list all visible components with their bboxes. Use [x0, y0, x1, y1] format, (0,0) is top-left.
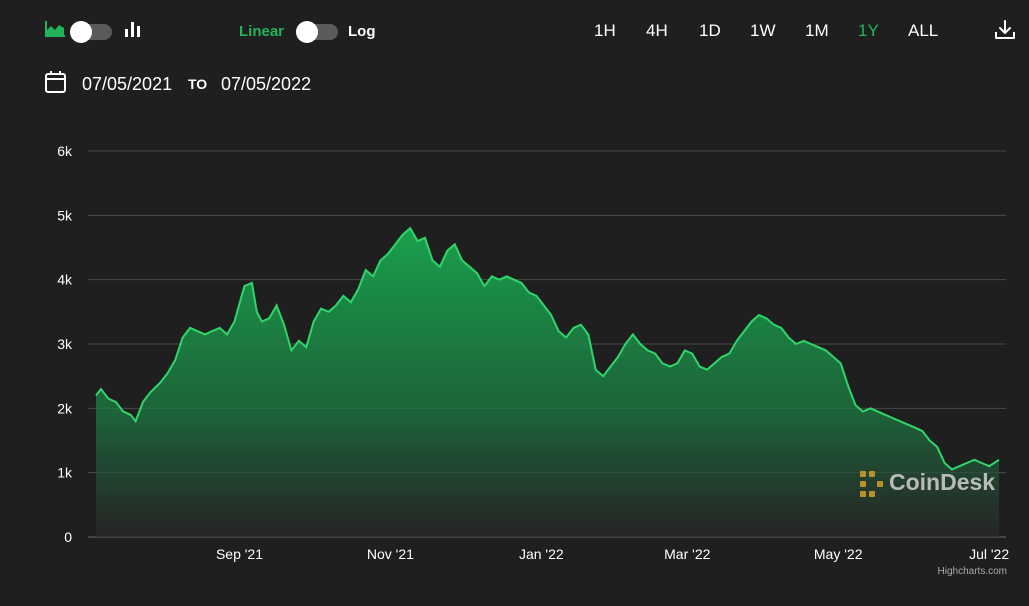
chart-style-toggle[interactable]	[70, 21, 112, 43]
calendar-icon[interactable]	[44, 70, 68, 94]
date-to-input[interactable]: 07/05/2022	[221, 74, 312, 94]
y-axis: 0 1k 2k 3k 4k 5k 6k	[57, 143, 73, 545]
range-button-1d[interactable]: 1D	[699, 21, 721, 40]
range-button-all[interactable]: ALL	[908, 21, 939, 40]
x-tick-label: Jul '22	[969, 546, 1009, 562]
y-tick-label: 1k	[57, 465, 73, 481]
x-tick-label: May '22	[814, 546, 863, 562]
price-area	[96, 228, 999, 537]
linear-scale-label[interactable]: Linear	[239, 23, 285, 40]
date-from-input[interactable]: 07/05/2021	[82, 74, 173, 94]
y-tick-label: 0	[64, 529, 72, 545]
range-button-1h[interactable]: 1H	[594, 21, 616, 40]
log-scale-label[interactable]: Log	[348, 23, 376, 40]
x-tick-label: Mar '22	[664, 546, 710, 562]
x-tick-label: Sep '21	[216, 546, 263, 562]
x-tick-label: Nov '21	[367, 546, 414, 562]
x-tick-label: Jan '22	[519, 546, 564, 562]
coindesk-logo-icon	[860, 471, 883, 497]
y-tick-label: 3k	[57, 336, 73, 352]
x-axis: Sep '21 Nov '21 Jan '22 Mar '22 May '22 Jul '…	[216, 546, 1009, 562]
y-tick-label: 6k	[57, 143, 73, 159]
toggle-knob	[70, 21, 92, 43]
y-tick-label: 5k	[57, 207, 73, 223]
bar-chart-icon[interactable]	[124, 20, 142, 38]
price-line	[95, 226, 1000, 471]
date-to-label: TO	[188, 76, 208, 92]
range-button-1y[interactable]: 1Y	[858, 21, 879, 40]
range-button-1m[interactable]: 1M	[805, 21, 829, 40]
chart-toolbar: Linear Log 1H 4H 1D 1W 1M 1Y ALL	[0, 0, 1029, 62]
range-button-4h[interactable]: 4H	[646, 21, 668, 40]
download-icon[interactable]	[994, 19, 1016, 41]
area-chart-icon[interactable]	[44, 20, 66, 38]
y-tick-label: 4k	[57, 272, 73, 288]
watermark-text: CoinDesk	[889, 469, 996, 495]
scale-toggle[interactable]	[296, 21, 338, 43]
toggle-knob	[296, 21, 318, 43]
y-tick-label: 2k	[57, 400, 73, 416]
range-button-1w[interactable]: 1W	[750, 21, 776, 40]
highcharts-credits[interactable]: Highcharts.com	[937, 566, 1007, 577]
